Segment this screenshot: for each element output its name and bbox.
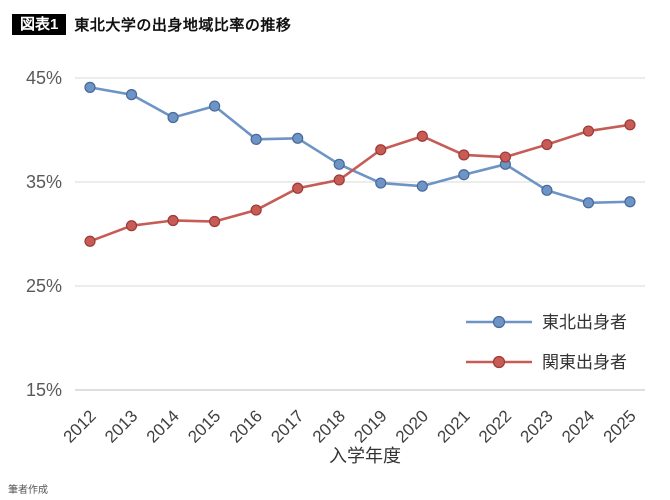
data-point-marker (375, 144, 387, 156)
data-point-marker (582, 125, 595, 137)
y-tick-label: 15% (26, 380, 62, 400)
data-point-marker (84, 81, 96, 93)
x-axis-labels: 2012 2013 2014 2015 2016 2017 2018 2019 2020 2021… (60, 406, 640, 446)
x-tick-label: 2014 (143, 406, 183, 446)
x-tick-label: 2024 (558, 406, 598, 446)
data-point-marker (458, 149, 470, 161)
x-tick-label: 2015 (184, 406, 224, 446)
line-chart: 15%25%35%45% 2012 2013 2014 2015 2016 2017 201… (26, 68, 645, 466)
x-tick-label: 2021 (433, 406, 473, 446)
figure-number-badge: 図表1 (12, 14, 67, 35)
x-tick-label: 2017 (267, 406, 307, 446)
data-point-marker (125, 89, 138, 101)
data-point-marker (375, 177, 387, 189)
x-tick-label: 2020 (392, 406, 432, 446)
author-credit: 筆者作成 (8, 485, 48, 496)
series-line (88, 123, 632, 243)
x-tick-label: 2022 (475, 406, 515, 446)
data-point-marker (250, 204, 262, 216)
data-series (84, 81, 636, 247)
data-point-marker (582, 197, 595, 209)
data-point-marker (209, 215, 221, 228)
data-point-marker (84, 235, 96, 247)
data-point-marker (541, 138, 553, 151)
data-point-marker (541, 184, 553, 196)
data-point-marker (167, 214, 179, 227)
data-point-marker (416, 180, 428, 192)
data-point-marker (292, 132, 304, 144)
x-tick-label: 2023 (517, 406, 557, 446)
x-tick-label: 2019 (350, 406, 390, 446)
data-point-marker (624, 196, 636, 208)
y-tick-label: 45% (26, 68, 62, 88)
x-tick-label: 2013 (101, 406, 141, 446)
data-point-marker (292, 182, 304, 194)
y-axis-labels: 15% 25% 35% 45% (26, 68, 62, 400)
data-point-marker (624, 119, 636, 131)
chart-area: 15% 25% 35% 45% 2012 2013 2014 2015 2016 2017 201… (0, 50, 670, 500)
gridlines (75, 77, 645, 391)
data-point-marker (125, 220, 138, 232)
data-point-marker (333, 174, 345, 186)
legend-marker (492, 355, 506, 369)
chart-header: 図表1 東北大学の出身地域比率の推移 (12, 14, 291, 35)
series-line (88, 86, 632, 205)
data-point-marker (333, 158, 345, 170)
legend-label: 東北出身者 (542, 313, 627, 332)
data-point-marker (499, 151, 511, 163)
chart-title: 東北大学の出身地域比率の推移 (74, 17, 292, 34)
data-point-marker (167, 111, 179, 124)
legend-marker (492, 315, 506, 329)
data-point-marker (458, 169, 470, 181)
data-point-marker (209, 100, 221, 112)
y-tick-label: 35% (26, 172, 62, 192)
x-tick-label: 2018 (309, 406, 349, 446)
x-axis-title: 入学年度 (329, 446, 401, 466)
x-tick-label: 2012 (60, 406, 100, 446)
data-point-marker (250, 133, 262, 145)
x-tick-label: 2016 (226, 406, 266, 446)
x-tick-label: 2025 (600, 406, 640, 446)
data-point-marker (416, 130, 428, 142)
legend-label: 関東出身者 (542, 353, 627, 372)
y-tick-label: 25% (26, 276, 62, 296)
